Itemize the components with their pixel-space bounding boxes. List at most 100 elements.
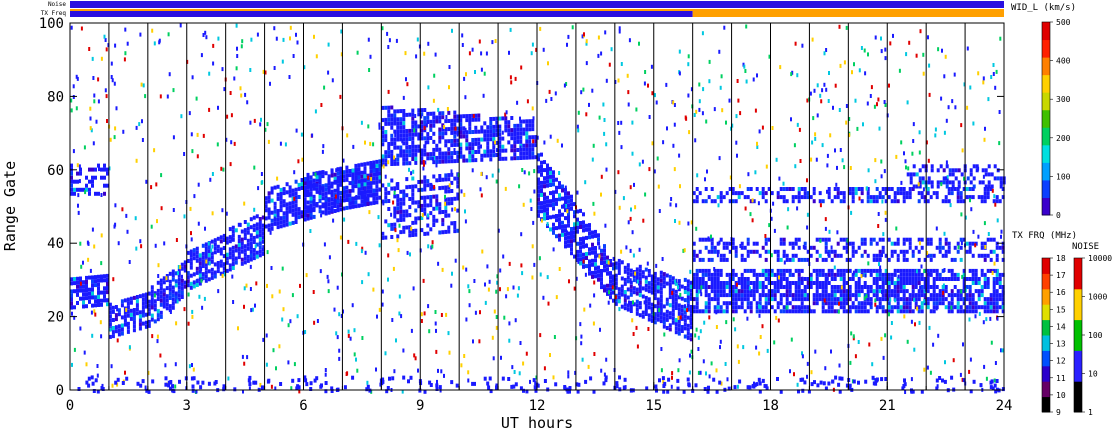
data-cell <box>947 105 950 110</box>
data-cell <box>120 303 124 308</box>
data-cell <box>779 241 783 246</box>
data-cell <box>177 273 181 277</box>
data-cell <box>899 309 903 314</box>
data-cell <box>96 364 99 368</box>
data-cell <box>150 289 154 294</box>
data-cell <box>531 147 535 152</box>
data-cell <box>785 293 789 298</box>
data-cell <box>803 241 807 246</box>
data-cell <box>968 297 972 302</box>
data-cell <box>441 123 445 128</box>
data-cell <box>399 149 403 154</box>
data-cell <box>284 142 287 147</box>
data-cell <box>175 321 178 326</box>
data-cell <box>70 301 73 306</box>
data-cell <box>365 387 369 392</box>
data-cell <box>103 175 106 180</box>
data-cell <box>375 172 379 176</box>
data-cell <box>848 187 852 191</box>
data-cell <box>76 280 79 285</box>
data-cell <box>435 147 439 152</box>
data-cell <box>477 137 481 142</box>
data-cell <box>809 91 812 96</box>
data-cell <box>677 331 681 336</box>
data-cell <box>917 191 921 196</box>
data-cell <box>921 180 925 185</box>
data-cell <box>746 301 750 306</box>
data-cell <box>827 195 831 200</box>
data-cell <box>201 264 205 268</box>
data-cell <box>531 244 534 249</box>
data-cell <box>598 115 601 120</box>
data-cell <box>821 297 825 302</box>
data-cell <box>927 180 931 185</box>
data-cell <box>704 245 708 250</box>
data-cell <box>564 200 567 204</box>
data-cell <box>677 319 681 324</box>
data-cell <box>881 293 885 298</box>
data-cell <box>944 195 948 200</box>
data-cell <box>609 291 612 296</box>
data-cell <box>313 378 317 383</box>
data-cell <box>761 289 765 294</box>
data-cell <box>529 198 532 203</box>
data-cell <box>588 251 591 256</box>
data-cell <box>916 306 919 311</box>
data-cell <box>405 141 409 146</box>
data-cell <box>156 297 160 301</box>
data-cell <box>225 260 229 265</box>
data-cell <box>821 305 825 310</box>
data-cell <box>522 388 525 393</box>
data-cell <box>875 277 879 281</box>
data-cell <box>806 297 810 302</box>
data-cell <box>588 231 591 236</box>
data-cell <box>603 264 606 269</box>
data-cell <box>136 381 140 386</box>
data-cell <box>285 222 289 227</box>
data-cell <box>609 259 612 263</box>
data-cell <box>626 73 629 78</box>
data-cell <box>534 155 538 160</box>
data-cell <box>368 210 371 215</box>
data-cell <box>830 301 834 306</box>
data-cell <box>826 276 829 281</box>
data-cell <box>103 290 106 295</box>
data-cell <box>363 162 367 167</box>
data-cell <box>968 187 972 191</box>
data-cell <box>925 140 928 145</box>
data-cell <box>659 286 663 291</box>
data-cell <box>186 259 190 263</box>
data-cell <box>878 257 882 262</box>
data-cell <box>884 277 888 281</box>
data-cell <box>415 54 418 59</box>
data-cell <box>743 64 746 69</box>
data-cell <box>465 142 469 147</box>
data-cell <box>495 124 499 129</box>
data-cell <box>633 182 635 187</box>
data-cell <box>381 154 385 159</box>
data-cell <box>869 302 872 307</box>
data-cell <box>956 297 960 302</box>
data-cell <box>172 208 175 212</box>
data-cell <box>260 172 263 176</box>
data-cell <box>860 241 864 246</box>
data-cell <box>591 230 594 235</box>
data-cell <box>450 201 454 206</box>
data-cell <box>106 282 109 286</box>
data-cell <box>857 268 861 273</box>
data-cell <box>662 320 666 325</box>
data-cell <box>689 333 693 338</box>
data-cell <box>932 285 936 289</box>
data-cell <box>833 301 837 306</box>
data-cell <box>420 312 423 317</box>
data-cell <box>794 293 798 298</box>
data-cell <box>103 183 106 188</box>
data-cell <box>896 199 900 204</box>
data-cell <box>222 238 226 242</box>
data-cell <box>827 272 831 277</box>
data-cell <box>701 309 705 314</box>
data-cell <box>312 290 315 294</box>
data-cell <box>396 117 400 122</box>
data-cell <box>115 106 118 111</box>
data-cell <box>191 309 194 314</box>
